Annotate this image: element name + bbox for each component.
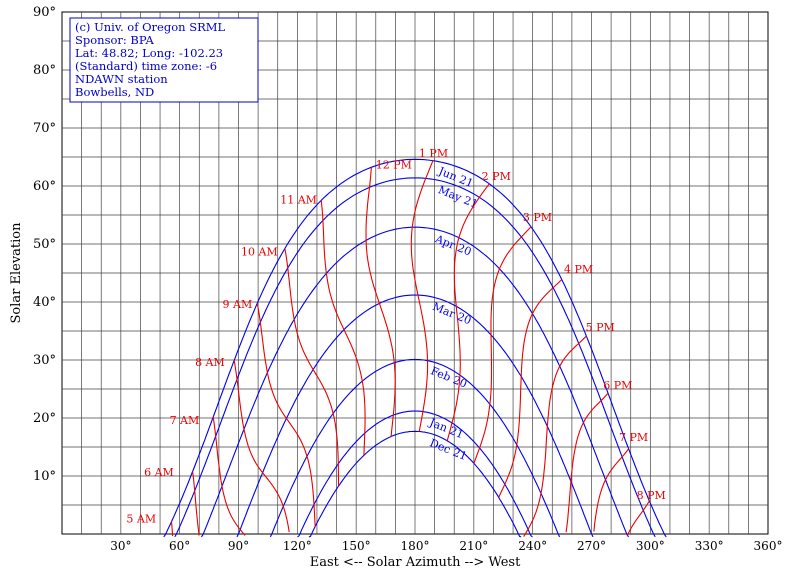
date-line (163, 158, 667, 538)
x-tick-label: 150° (342, 539, 371, 553)
hour-series-label: 3 PM (523, 211, 552, 224)
hour-line (233, 360, 290, 533)
date-line (174, 177, 656, 538)
x-tick-label: 360° (754, 539, 783, 553)
date-line (308, 430, 522, 538)
hour-series-label: 9 AM (223, 298, 253, 311)
tick-labels: 30° 60° 90° 120° 150° 180° 210° 240° 270° 300° 330… (33, 5, 783, 553)
y-tick-label: 30° (33, 353, 56, 368)
x-tick-label: 60° (169, 539, 190, 553)
hour-series-label: 12 PM (376, 159, 412, 172)
x-tick-label: 180° (401, 539, 430, 553)
hour-line (320, 200, 366, 456)
hour-series-lines: 5 AM 6 AM 7 AM 8 AM 9 AM 10 AM 11 AM 12 PM 1 PM 2… (126, 147, 666, 537)
hour-series-label: 11 AM (280, 193, 317, 206)
hour-line (365, 167, 396, 437)
hour-series-label: 6 PM (603, 379, 632, 392)
hour-series-label: 6 AM (144, 466, 174, 479)
info-line: Bowbells, ND (75, 85, 154, 99)
hour-series-label: 8 PM (637, 489, 666, 502)
info-line: Lat: 48.82; Long: -102.23 (75, 46, 223, 60)
hour-line (410, 160, 434, 432)
hour-line (626, 500, 650, 536)
y-tick-label: 40° (33, 295, 56, 310)
info-box-frame (69, 17, 259, 103)
x-tick-label: 120° (283, 539, 312, 553)
hour-line (446, 183, 490, 441)
y-tick-label: 80° (33, 63, 56, 78)
x-tick-label: 300° (636, 539, 665, 553)
y-tick-label: 50° (33, 237, 56, 252)
hour-series-label: 10 AM (241, 246, 278, 259)
info-line: NDAWN station (75, 72, 168, 86)
y-axis-label: Solar Elevation (9, 222, 24, 324)
y-tick-label: 90° (33, 5, 56, 20)
y-tick-label: 20° (33, 411, 56, 426)
hour-series-label: 5 PM (586, 321, 615, 334)
info-line: Sponsor: BPA (75, 33, 155, 47)
info-line: (Standard) time zone: -6 (75, 59, 217, 73)
hour-line (256, 303, 316, 527)
y-tick-label: 60° (33, 179, 56, 194)
hour-series-label: 7 PM (619, 431, 648, 444)
hour-series-label: 1 PM (419, 147, 448, 160)
date-series-label: Apr 20 (432, 232, 473, 259)
y-tick-label: 10° (33, 469, 56, 484)
x-tick-label: 210° (459, 539, 488, 553)
hour-line (212, 417, 246, 536)
hour-line (170, 521, 174, 537)
info-line: (c) Univ. of Oregon SRML (75, 20, 226, 34)
y-tick-label: 70° (33, 121, 56, 136)
hour-series-label: 4 PM (564, 263, 593, 276)
hour-line (565, 392, 609, 533)
date-line (269, 358, 561, 538)
date-series-label: Dec 21 (428, 436, 469, 463)
date-line (297, 410, 533, 538)
hour-series-label: 8 AM (195, 356, 225, 369)
hour-line (498, 279, 563, 498)
x-tick-label: 90° (228, 539, 249, 553)
hour-line (192, 471, 200, 536)
hour-line (523, 335, 587, 537)
x-tick-label: 270° (577, 539, 606, 553)
hour-line (593, 448, 630, 532)
date-line (236, 294, 594, 538)
hour-line (284, 248, 340, 487)
hour-series-label: 7 AM (170, 414, 200, 427)
x-tick-label: 240° (518, 539, 547, 553)
x-tick-label: 330° (695, 539, 724, 553)
date-line (200, 226, 630, 538)
x-tick-label: 30° (110, 539, 131, 553)
x-axis-label: East <-- Solar Azimuth --> West (310, 555, 521, 570)
hour-series-label: 2 PM (482, 170, 511, 183)
hour-line (473, 226, 532, 464)
hour-series-label: 5 AM (126, 512, 156, 525)
